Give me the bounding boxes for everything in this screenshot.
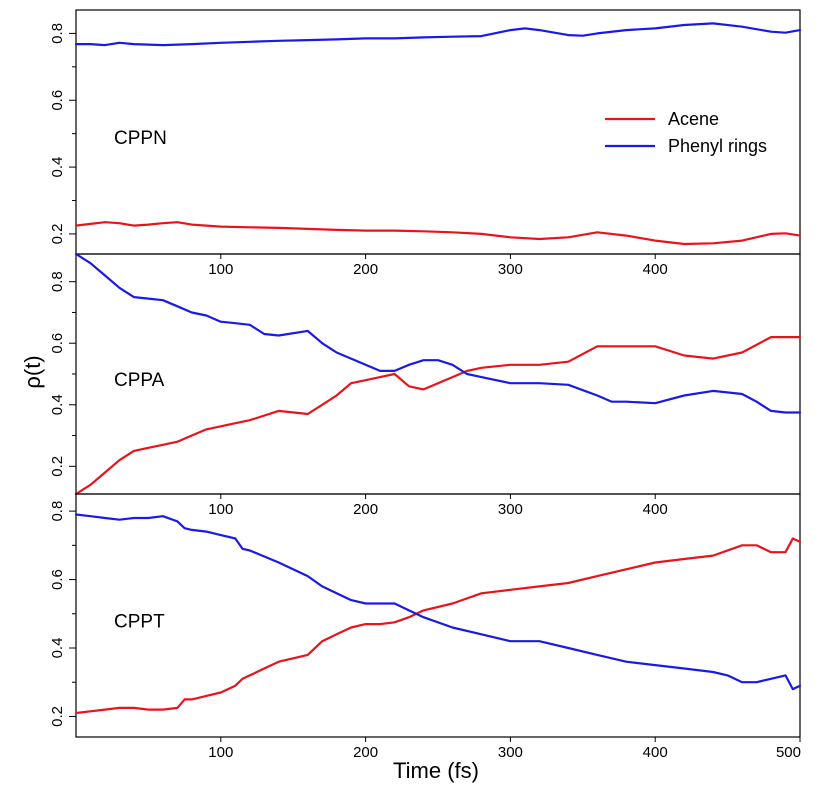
legend-label: Phenyl rings	[668, 136, 767, 156]
series-line-acene	[74, 336, 802, 496]
x-tick-label: 200	[353, 501, 378, 518]
series-line-acene	[74, 221, 802, 246]
y-tick-label: 0.2	[49, 456, 66, 477]
y-tick-label: 0.6	[49, 90, 66, 111]
x-axis-title: Time (fs)	[393, 758, 479, 783]
y-axis-title: ρ(t)	[20, 355, 45, 388]
x-tick-label: 200	[353, 744, 378, 761]
series-line-acene	[74, 537, 802, 715]
x-tick-label: 400	[643, 501, 668, 518]
y-tick-label: 0.2	[49, 706, 66, 727]
x-tick-label: 100	[208, 744, 233, 761]
x-tick-label: 300	[498, 501, 523, 518]
y-tick-label: 0.4	[49, 157, 66, 178]
panels: 0.2 0.4 0.6 0.8 100 200 300 400 CPPN 0.2 0.4 0.6 0.8…	[49, 9, 802, 761]
y-tick-label: 0.4	[49, 638, 66, 659]
x-tick-label: 500	[776, 744, 801, 761]
y-tick-label: 0.8	[49, 501, 66, 522]
panel-cppt: 0.2 0.4 0.6 0.8 100 200 300 400 500 CPPT	[49, 493, 802, 761]
x-tick-label: 300	[498, 261, 523, 278]
legend: Acene Phenyl rings	[605, 109, 767, 156]
series-line-phenyl-rings	[74, 513, 802, 691]
panel-cppn: 0.2 0.4 0.6 0.8 100 200 300 400 CPPN	[49, 9, 802, 278]
x-tick-label: 100	[208, 501, 233, 518]
x-tick-label: 100	[208, 261, 233, 278]
series-line-phenyl-rings	[74, 22, 802, 47]
y-tick-label: 0.4	[49, 394, 66, 415]
panel-label: CPPN	[114, 128, 167, 149]
series-line-phenyl-rings	[74, 252, 802, 414]
x-tick-label: 200	[353, 261, 378, 278]
x-tick-label: 300	[498, 744, 523, 761]
x-tick-label: 400	[643, 261, 668, 278]
x-tick-label: 400	[643, 744, 668, 761]
y-tick-label: 0.8	[49, 23, 66, 44]
y-tick-label: 0.6	[49, 569, 66, 590]
legend-label: Acene	[668, 109, 719, 129]
plot-frame	[75, 493, 801, 738]
panel-label: CPPT	[114, 612, 165, 633]
y-tick-label: 0.6	[49, 333, 66, 354]
panel-label: CPPA	[114, 370, 165, 391]
y-tick-label: 0.8	[49, 271, 66, 292]
y-tick-label: 0.2	[49, 224, 66, 245]
